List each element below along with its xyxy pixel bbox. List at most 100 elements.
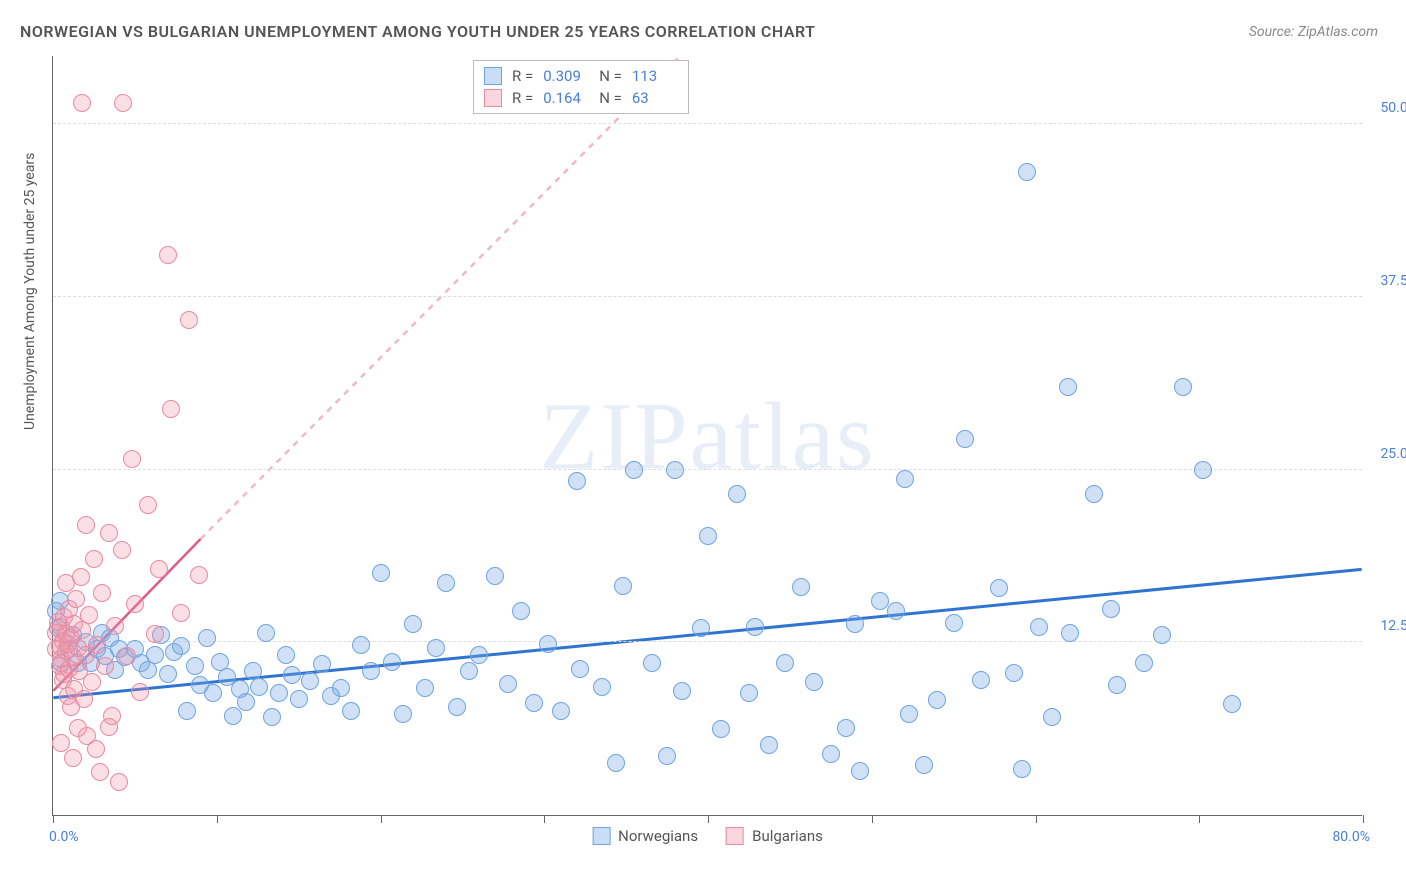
data-point	[404, 615, 422, 633]
x-tick	[708, 815, 709, 823]
data-point	[110, 773, 128, 791]
data-point	[100, 718, 118, 736]
data-point	[159, 665, 177, 683]
gridline	[53, 123, 1362, 124]
data-point	[437, 574, 455, 592]
data-point	[198, 629, 216, 647]
data-point	[1043, 708, 1061, 726]
data-point	[1194, 461, 1212, 479]
data-point	[332, 679, 350, 697]
data-point	[614, 577, 632, 595]
data-point	[900, 705, 918, 723]
data-point	[990, 579, 1008, 597]
y-axis-label: Unemployment Among Youth under 25 years	[22, 153, 38, 430]
data-point	[146, 646, 164, 664]
x-tick	[217, 815, 218, 823]
legend-label: Bulgarians	[752, 827, 823, 845]
legend-label: Norwegians	[618, 827, 698, 845]
stat-label: R =	[512, 89, 533, 107]
data-point	[1223, 695, 1241, 713]
data-point	[83, 673, 101, 691]
stat-label: N =	[599, 89, 622, 107]
data-point	[740, 684, 758, 702]
data-point	[1174, 378, 1192, 396]
data-point	[126, 595, 144, 613]
data-point	[362, 662, 380, 680]
data-point	[792, 578, 810, 596]
data-point	[172, 637, 190, 655]
swatch-blue	[484, 67, 502, 85]
data-point	[352, 636, 370, 654]
data-point	[301, 672, 319, 690]
data-point	[75, 690, 93, 708]
data-point	[80, 606, 98, 624]
data-point	[1102, 600, 1120, 618]
data-point	[100, 524, 118, 542]
data-point	[77, 516, 95, 534]
data-point	[760, 736, 778, 754]
data-point	[915, 756, 933, 774]
data-point	[277, 646, 295, 664]
data-point	[837, 719, 855, 737]
data-point	[394, 705, 412, 723]
swatch-blue	[592, 827, 610, 845]
data-point	[93, 584, 111, 602]
x-tick	[1199, 815, 1200, 823]
data-point	[1030, 618, 1048, 636]
swatch-pink	[726, 827, 744, 845]
chart-source: Source: ZipAtlas.com	[1249, 24, 1378, 40]
data-point	[87, 740, 105, 758]
data-point	[131, 683, 149, 701]
data-point	[851, 762, 869, 780]
data-point	[427, 639, 445, 657]
data-point	[178, 702, 196, 720]
data-point	[1085, 485, 1103, 503]
data-point	[666, 461, 684, 479]
data-point	[162, 400, 180, 418]
data-point	[114, 94, 132, 112]
stat-label: R =	[512, 67, 533, 85]
y-tick-label: 12.5%	[1368, 618, 1406, 634]
data-point	[1153, 626, 1171, 644]
data-point	[64, 749, 82, 767]
swatch-pink	[484, 89, 502, 107]
data-point	[712, 720, 730, 738]
data-point	[805, 673, 823, 691]
data-point	[692, 619, 710, 637]
x-tick	[53, 815, 54, 823]
data-point	[871, 592, 889, 610]
data-point	[67, 590, 85, 608]
x-axis-min-label: 0.0%	[49, 829, 79, 845]
data-point	[113, 541, 131, 559]
x-tick	[1363, 815, 1364, 823]
data-point	[139, 496, 157, 514]
data-point	[106, 617, 124, 635]
data-point	[146, 625, 164, 643]
x-tick	[872, 815, 873, 823]
x-tick	[381, 815, 382, 823]
gridline	[53, 469, 1362, 470]
data-point	[887, 602, 905, 620]
data-point	[552, 702, 570, 720]
watermark: ZIPatlas	[540, 380, 876, 491]
data-point	[1135, 654, 1153, 672]
data-point	[270, 684, 288, 702]
data-point	[91, 763, 109, 781]
data-point	[539, 635, 557, 653]
data-point	[150, 560, 168, 578]
data-point	[96, 657, 114, 675]
x-tick	[544, 815, 545, 823]
data-point	[571, 660, 589, 678]
x-tick	[1036, 815, 1037, 823]
data-point	[956, 430, 974, 448]
data-point	[159, 246, 177, 264]
data-point	[372, 564, 390, 582]
stat-label: N =	[599, 67, 622, 85]
stat-n-value: 113	[632, 67, 678, 85]
stat-r-value: 0.309	[543, 67, 589, 85]
data-point	[499, 675, 517, 693]
data-point	[250, 678, 268, 696]
data-point	[172, 604, 190, 622]
data-point	[190, 566, 208, 584]
data-point	[470, 646, 488, 664]
